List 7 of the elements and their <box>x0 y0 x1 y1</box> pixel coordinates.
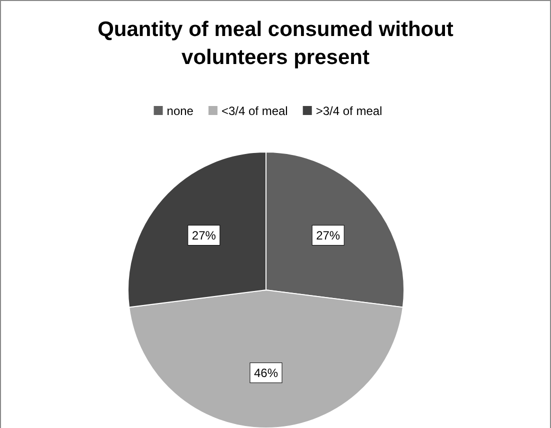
data-label: 27% <box>316 228 340 242</box>
data-label: 46% <box>254 366 278 380</box>
legend-label: <3/4 of meal <box>221 104 288 118</box>
chart-title: Quantity of meal consumed without volunteers present <box>98 18 454 69</box>
legend-label: >3/4 of meal <box>316 104 382 118</box>
data-label: 27% <box>192 228 216 242</box>
legend-label: none <box>166 104 194 118</box>
